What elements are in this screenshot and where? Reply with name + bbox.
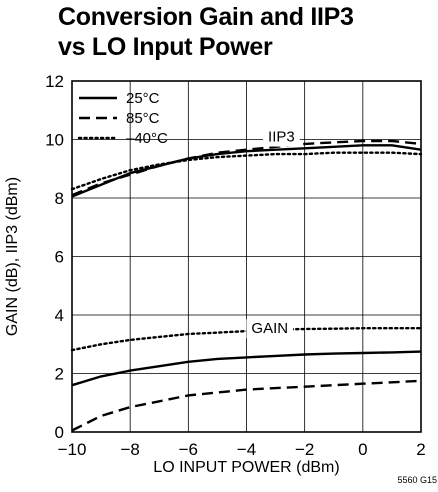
y-tick-label: 0 <box>55 423 64 442</box>
chart-title: Conversion Gain and IIP3 vs LO Input Pow… <box>58 2 354 62</box>
x-tick-label: −2 <box>295 440 314 459</box>
series-line-iip3-solid <box>71 144 422 198</box>
x-tick-label: −10 <box>58 440 87 459</box>
x-tick-label: −6 <box>179 440 198 459</box>
y-tick-label: 8 <box>55 189 64 208</box>
y-tick-label: 12 <box>45 72 64 91</box>
y-axis-label: GAIN (dB), IIP3 (dBm) <box>4 177 21 336</box>
legend-item: –40°C <box>77 130 168 147</box>
figure-code: 5560 G15 <box>397 475 437 485</box>
legend: 25°C 85°C –40°C <box>77 90 168 147</box>
x-tick-label: 0 <box>358 440 367 459</box>
y-tick-label: 6 <box>55 248 64 267</box>
tick-labels: −10 −8 −6 −4 −2 0 2 0 2 4 6 8 10 12 <box>45 72 426 459</box>
series-line-gain-solid <box>71 350 422 387</box>
chart-title-line-2: vs LO Input Power <box>58 33 273 61</box>
plot-frame <box>71 80 422 433</box>
x-tick-label: −8 <box>120 440 139 459</box>
y-tick-label: 2 <box>55 365 64 384</box>
grid <box>72 81 421 432</box>
series-line-iip3-dashed <box>71 139 422 197</box>
x-tick-label: 2 <box>416 440 425 459</box>
x-tick-label: −4 <box>237 440 256 459</box>
y-tick-label: 10 <box>45 131 64 150</box>
annotation-label: GAIN <box>251 320 288 337</box>
annotation-label: IIP3 <box>268 129 295 146</box>
legend-label: 25°C <box>126 90 160 107</box>
series-line-gain-dashed <box>71 379 422 432</box>
annotations: IIP3 GAIN <box>246 127 300 339</box>
legend-label: 85°C <box>126 110 160 127</box>
legend-item: 85°C <box>79 110 160 127</box>
chart-title-line-1: Conversion Gain and IIP3 <box>58 3 354 31</box>
x-axis-label: LO INPUT POWER (dBm) <box>153 459 339 476</box>
legend-label: –40°C <box>126 130 168 147</box>
series-line-iip3-dotted <box>70 151 423 191</box>
y-tick-label: 4 <box>55 306 64 325</box>
annotation: IIP3 <box>263 127 300 147</box>
legend-item: 25°C <box>79 90 160 107</box>
annotation-bg <box>263 127 300 147</box>
annotation: GAIN <box>246 319 294 339</box>
annotation-bg <box>246 319 294 339</box>
